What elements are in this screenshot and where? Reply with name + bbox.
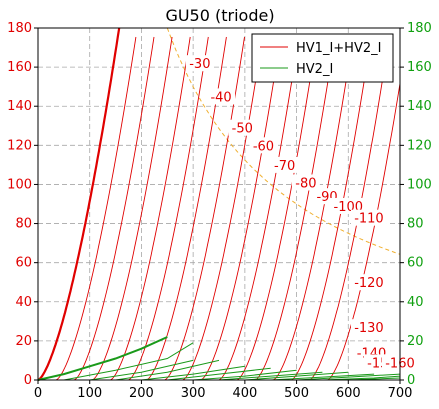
total-current-curve <box>236 36 318 381</box>
y-right-tick-label: 80 <box>407 217 424 232</box>
screen-current-curve <box>89 359 194 381</box>
curve-label-background <box>207 88 236 105</box>
grid-lines <box>38 28 400 380</box>
x-tick-label: 600 <box>336 386 361 401</box>
curve-label: -30 <box>189 57 210 72</box>
x-tick-label: 200 <box>129 386 154 401</box>
y-right-tick-label: 60 <box>407 256 424 271</box>
screen-current-curve <box>244 371 349 381</box>
screen-current-curve <box>115 359 220 381</box>
total-current-curve <box>164 36 245 381</box>
curve-label: -50 <box>232 122 253 137</box>
x-tick-label: 700 <box>388 386 413 401</box>
total-current-curve <box>92 36 173 381</box>
total-current-curve <box>182 36 264 381</box>
y-left-tick-label: 20 <box>15 334 32 349</box>
y-right-tick-label: 40 <box>407 295 424 310</box>
total-current-curve <box>110 36 191 381</box>
y-left-tick-label: 180 <box>7 21 32 36</box>
x-tick-label: 500 <box>284 386 309 401</box>
y-left-tick-label: 40 <box>15 295 32 310</box>
curve-label: -120 <box>354 276 384 291</box>
x-tick-label: 0 <box>34 386 42 401</box>
chart-title: GU50 (triode) <box>165 6 274 25</box>
screen-current-curve <box>193 369 297 381</box>
curve-label: -60 <box>253 139 274 154</box>
y-right-tick-label: 100 <box>407 177 432 192</box>
total-current-curves <box>37 27 401 381</box>
curve-labels: -30-40-50-60-70-80-90-100-110-120-130-14… <box>185 55 418 371</box>
y-right-tick-label: 0 <box>407 373 415 388</box>
plot-frame <box>37 27 401 381</box>
total-current-curve <box>128 36 209 381</box>
curve-label: -70 <box>274 159 295 174</box>
curve-label: -110 <box>354 212 384 227</box>
curve-label: -130 <box>354 321 384 336</box>
total-current-curve <box>309 36 390 381</box>
x-tick-label: 100 <box>77 386 102 401</box>
y-left-tick-label: 100 <box>7 177 32 192</box>
total-current-curve <box>146 36 227 381</box>
legend-box <box>251 33 394 83</box>
screen-current-curve <box>218 371 323 381</box>
total-current-curve <box>218 36 300 381</box>
axes: 0 100 200 300 400 500 600 700020406080100120140… <box>7 21 432 401</box>
x-tick-label: 300 <box>181 386 206 401</box>
screen-current-curve <box>167 367 271 381</box>
curve-label-background <box>350 274 387 291</box>
screen-current-curve <box>322 375 401 381</box>
curve-label-background <box>249 137 278 154</box>
curve-label-background <box>185 55 214 72</box>
curve-label-background <box>350 209 387 226</box>
screen-current-curve <box>270 373 375 381</box>
screen-current-curve <box>141 365 245 381</box>
total-current-curve <box>254 36 336 381</box>
total-current-curve <box>37 27 121 381</box>
y-right-tick-label: 180 <box>407 21 432 36</box>
y-right-tick-label: 160 <box>407 60 432 75</box>
total-current-curve <box>273 36 354 381</box>
curve-label-background <box>291 174 320 191</box>
screen-current-curve <box>63 342 194 381</box>
x-tick-label: 400 <box>232 386 257 401</box>
dissipation-limit-line <box>166 27 401 255</box>
curve-label-background <box>228 119 257 136</box>
screen-current-curves <box>37 336 401 381</box>
legend-label: HV1_I+HV2_I <box>296 41 381 56</box>
total-current-curve <box>200 36 282 381</box>
y-left-tick-label: 140 <box>7 99 32 114</box>
total-current-curve <box>55 36 137 381</box>
curve-label-background <box>350 319 387 336</box>
y-right-tick-label: 20 <box>407 334 424 349</box>
screen-current-curve <box>296 373 401 381</box>
curve-label-background <box>270 156 299 173</box>
legend: HV1_I+HV2_I HV2_I <box>251 33 394 83</box>
curve-label: -80 <box>295 176 316 191</box>
y-right-tick-label: 140 <box>407 99 432 114</box>
curve-label: -40 <box>210 90 231 105</box>
y-right-tick-label: 120 <box>407 138 432 153</box>
y-left-tick-label: 80 <box>15 217 32 232</box>
y-left-tick-label: 60 <box>15 256 32 271</box>
y-left-tick-label: 160 <box>7 60 32 75</box>
legend-label: HV2_I <box>296 62 333 77</box>
dissipation-limit-curve <box>166 27 401 255</box>
y-left-tick-label: 0 <box>24 373 32 388</box>
screen-current-curve <box>37 336 168 381</box>
total-current-curve <box>291 36 372 381</box>
y-left-tick-label: 120 <box>7 138 32 153</box>
total-current-curve <box>73 36 155 381</box>
